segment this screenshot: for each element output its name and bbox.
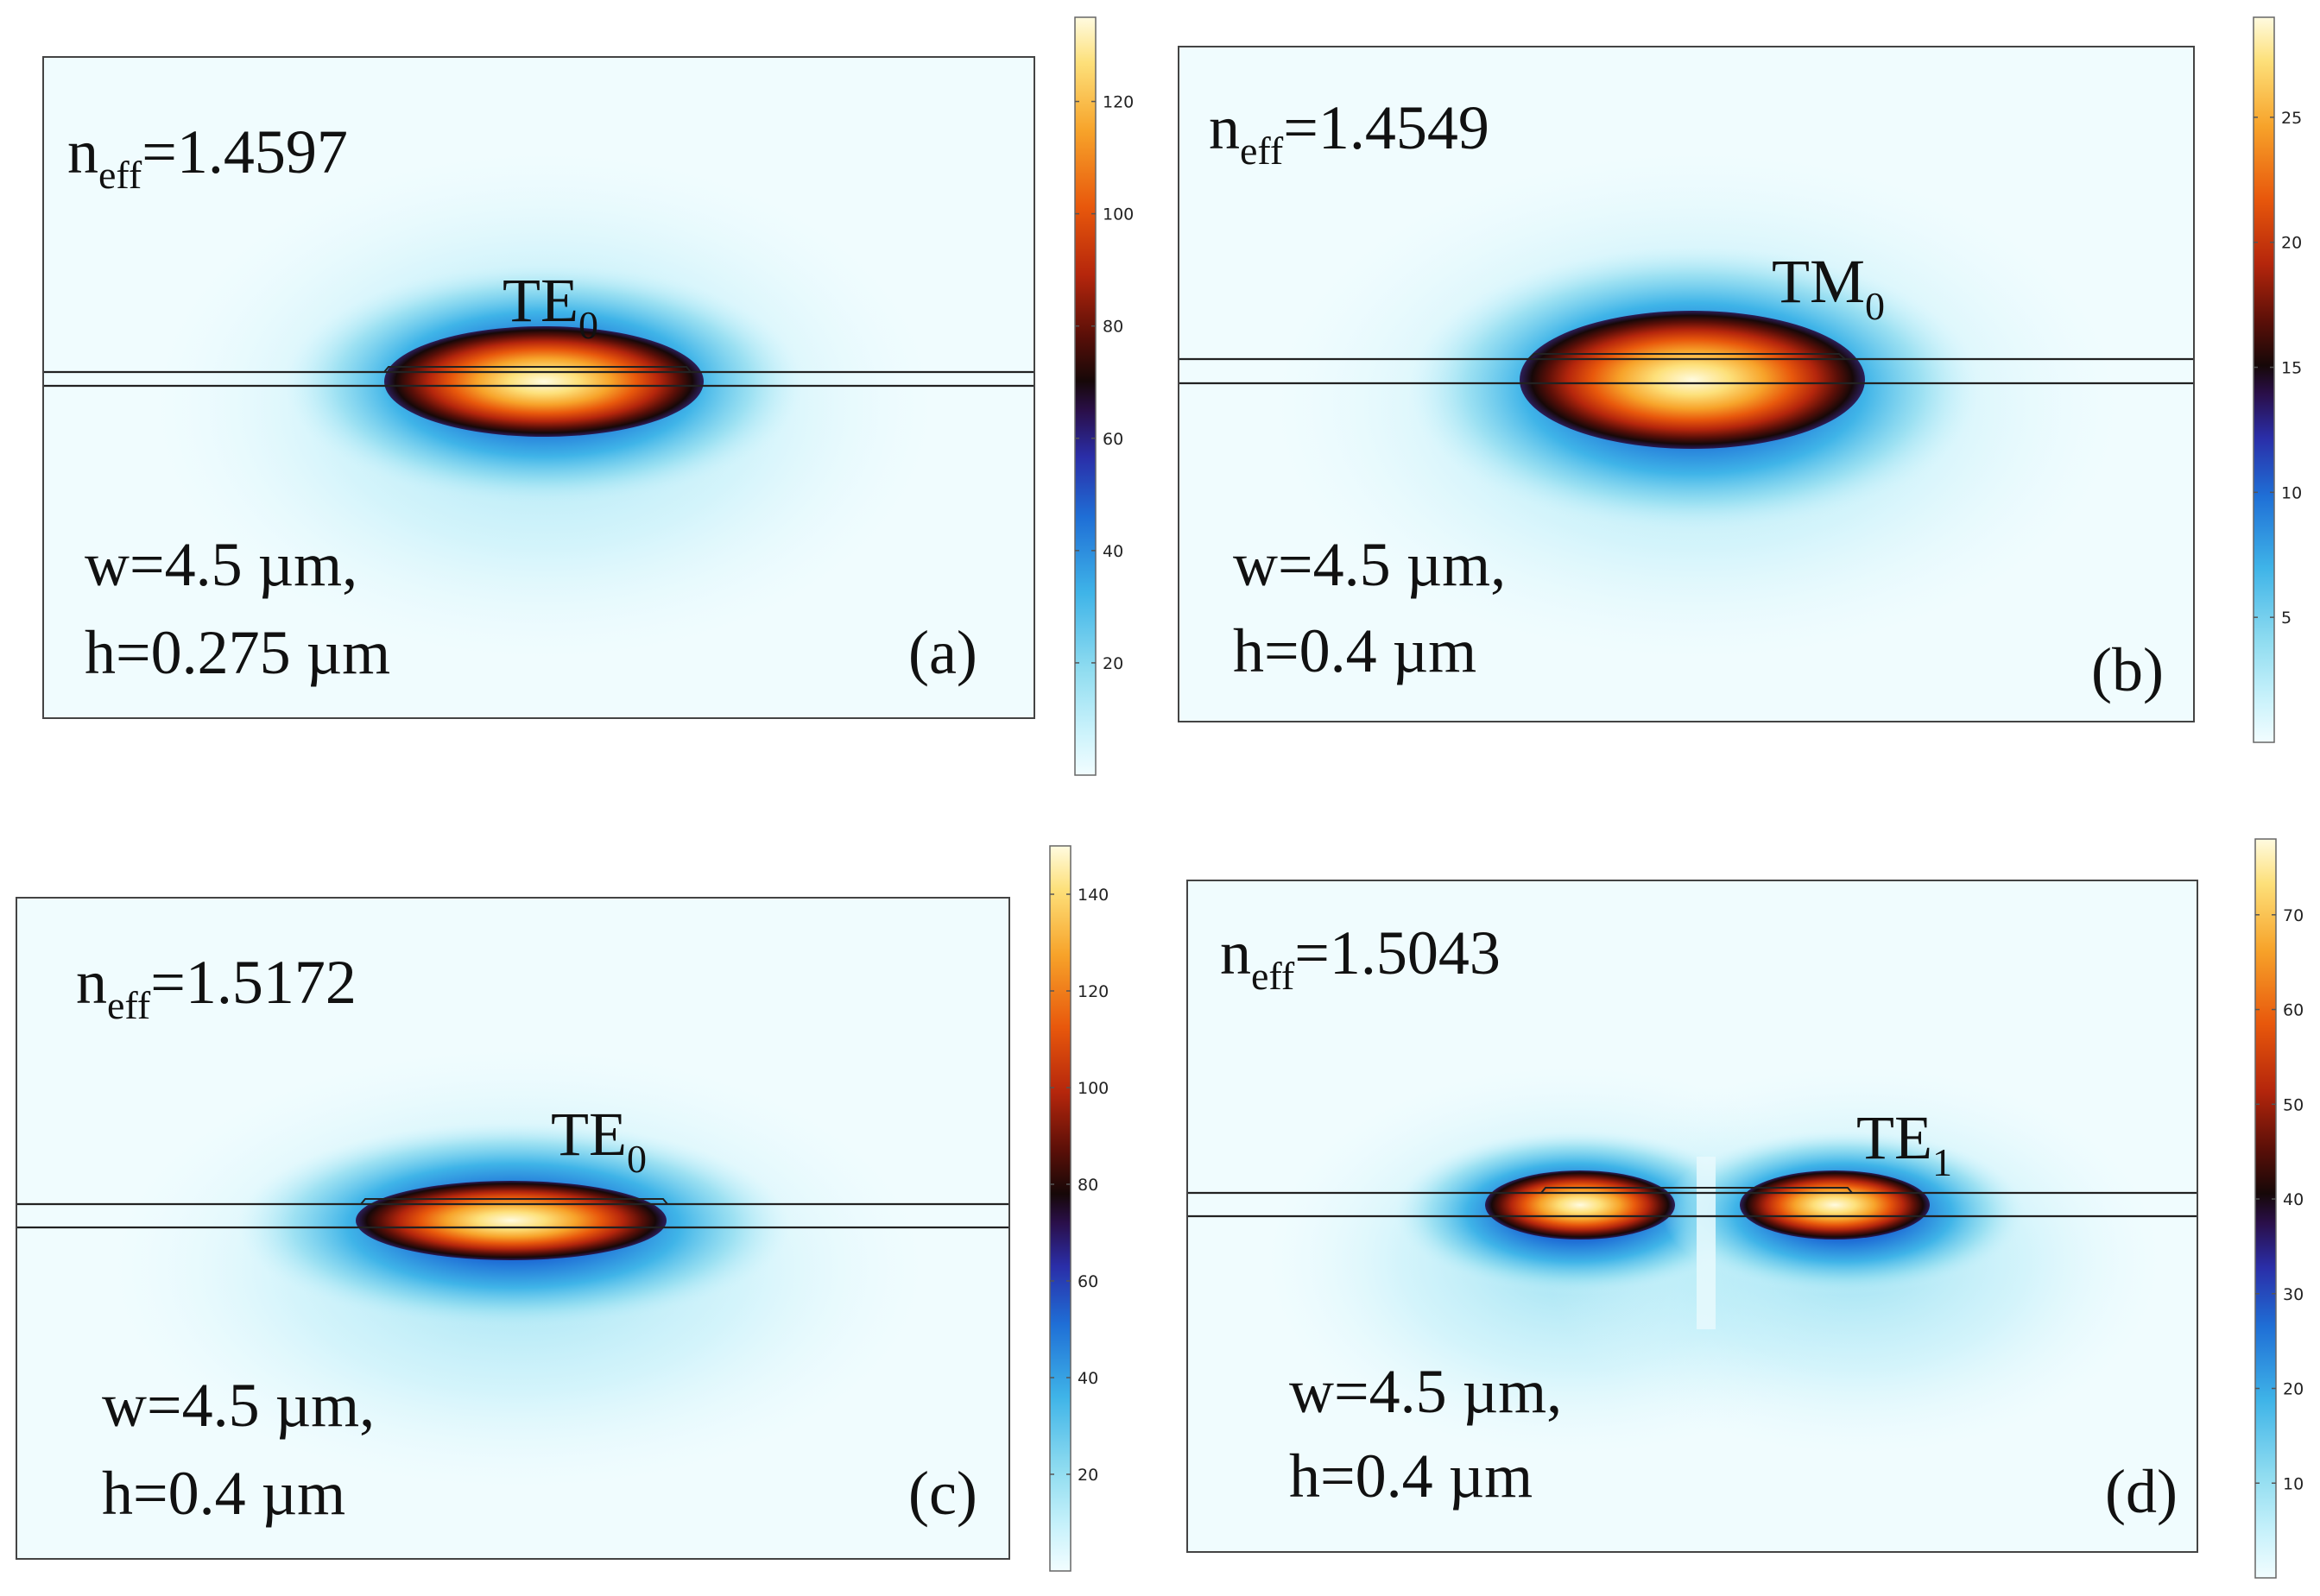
colorbar-tick-label: 20 [2283, 1380, 2304, 1399]
colorbar-tick-label: 100 [1103, 205, 1134, 224]
panel-c-core [356, 1181, 667, 1260]
panel-c-colorbar-ticks: 140 120 100 80 60 40 20 [1050, 886, 1109, 1485]
panel-b-height: h=0.4 µm [1233, 616, 1476, 685]
colorbar-tick-label: 60 [1078, 1272, 1098, 1291]
panel-c-colorbar-fill [1049, 845, 1071, 1572]
panel-a-colorbar-ticks: 120 100 80 60 40 20 [1075, 93, 1134, 673]
colorbar-tick-label: 140 [1078, 886, 1109, 905]
panel-b-colorbar-ticks: 25 20 15 10 5 [2254, 109, 2302, 628]
colorbar-tick-label: 20 [2281, 234, 2302, 253]
colorbar-tick-label: 15 [2281, 359, 2302, 378]
panel-c-width: w=4.5 µm, [102, 1371, 375, 1440]
panel-a-height: h=0.275 µm [85, 618, 390, 687]
panel-d-colorbar-ticks: 70 60 50 40 30 20 10 [2255, 906, 2304, 1493]
panel-b-ridge [1527, 353, 1846, 360]
colorbar-tick-label: 10 [2283, 1474, 2304, 1493]
panel-d-frame [1186, 880, 2198, 1553]
panel-b-label: (b) [2091, 635, 2164, 704]
panel-c-label: (c) [908, 1459, 977, 1528]
colorbar-tick-label: 100 [1078, 1079, 1109, 1098]
colorbar-tick-label: 60 [1103, 430, 1123, 449]
panel-a-width: w=4.5 µm, [85, 530, 357, 599]
panel-c-mode-label: TE0 [551, 1100, 647, 1181]
colorbar-tick-label: 120 [1078, 982, 1109, 1001]
panel-c-field [16, 1044, 1009, 1493]
panel-d-node [1697, 1157, 1716, 1329]
colorbar-tick-label: 40 [2283, 1190, 2304, 1209]
panel-d-width: w=4.5 µm, [1289, 1357, 1562, 1426]
panel-d-label: (d) [2105, 1457, 2178, 1526]
panel-d-colorbar: 70 60 50 40 30 20 10 [2254, 838, 2304, 1579]
colorbar-tick-label: 50 [2283, 1095, 2304, 1114]
panel-b-frame [1178, 46, 2195, 722]
colorbar-tick-label: 30 [2283, 1285, 2304, 1304]
panel-d-ridge [1540, 1187, 1853, 1194]
panel-a-core [384, 326, 704, 437]
panel-c-colorbar: 140 120 100 80 60 40 20 [1049, 845, 1109, 1572]
panel-d-field [1187, 1062, 2197, 1459]
colorbar-tick-label: 80 [1103, 318, 1123, 337]
panel-d-height: h=0.4 µm [1289, 1441, 1533, 1511]
colorbar-tick-label: 80 [1078, 1176, 1098, 1195]
panel-d-neff: neff=1.5043 [1220, 918, 1501, 998]
panel-b-mode-label: TM0 [1772, 247, 1885, 328]
panel-b-neff: neff=1.4549 [1209, 93, 1489, 173]
colorbar-tick-label: 60 [2283, 1001, 2304, 1020]
panel-a-frame [42, 56, 1035, 719]
colorbar-tick-label: 40 [1103, 542, 1123, 561]
colorbar-tick-label: 120 [1103, 93, 1134, 112]
panel-a-neff: neff=1.4597 [67, 117, 348, 197]
panel-a-label: (a) [908, 618, 977, 687]
colorbar-tick-label: 20 [1103, 654, 1123, 673]
panel-a-mode-label: TE0 [503, 266, 598, 347]
panel-b-colorbar: 25 20 15 10 5 [2253, 16, 2302, 743]
panel-d: neff=1.5043 TE1 w=4.5 µm, h=0.4 µm (d) 7… [1186, 838, 2304, 1579]
colorbar-tick-label: 20 [1078, 1466, 1098, 1485]
panel-b-width: w=4.5 µm, [1233, 530, 1506, 599]
panel-d-mode-label: TE1 [1856, 1103, 1952, 1184]
colorbar-tick-label: 10 [2281, 483, 2302, 502]
panel-b-field [1179, 147, 2194, 665]
panel-a-field [43, 147, 1034, 665]
panel-b-colorbar-fill [2253, 16, 2275, 743]
panel-d-core-left [1485, 1170, 1675, 1240]
panel-c-height: h=0.4 µm [102, 1459, 345, 1528]
panel-a: neff=1.4597 TE0 w=4.5 µm, h=0.275 µm (a)… [42, 16, 1134, 776]
panel-c: neff=1.5172 TE0 w=4.5 µm, h=0.4 µm (c) 1… [16, 845, 1109, 1572]
colorbar-tick-label: 5 [2281, 609, 2292, 628]
panel-b-core [1520, 311, 1865, 449]
panel-c-frame [16, 897, 1010, 1560]
panel-c-ridge [360, 1198, 668, 1205]
panel-a-ridge [383, 366, 692, 373]
panel-a-colorbar-fill [1074, 16, 1097, 776]
panel-a-colorbar: 120 100 80 60 40 20 [1074, 16, 1134, 776]
colorbar-tick-label: 40 [1078, 1369, 1098, 1388]
panel-d-core-right [1740, 1170, 1930, 1240]
colorbar-tick-label: 25 [2281, 109, 2302, 128]
panel-c-neff: neff=1.5172 [76, 948, 357, 1027]
panel-d-colorbar-fill [2254, 838, 2277, 1579]
colorbar-tick-label: 70 [2283, 906, 2304, 925]
panel-b: neff=1.4549 TM0 w=4.5 µm, h=0.4 µm (b) 2… [1178, 16, 2302, 743]
